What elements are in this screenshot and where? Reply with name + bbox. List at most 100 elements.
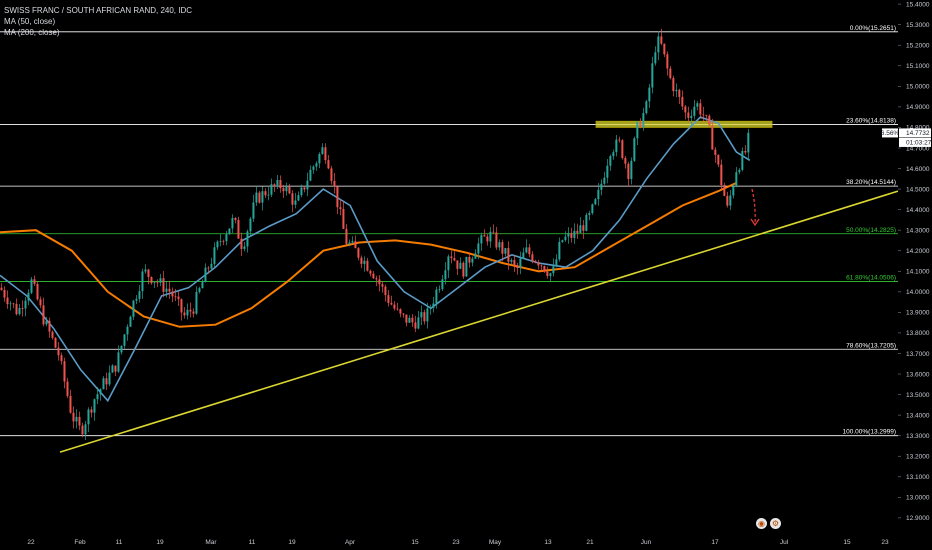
candle-body	[261, 191, 264, 203]
candle-body	[483, 235, 486, 237]
ma200-line	[0, 181, 737, 328]
candle	[141, 268, 144, 299]
candle-body	[288, 186, 291, 194]
candle-body	[228, 228, 231, 235]
candle-body	[195, 291, 198, 314]
ma50-line	[0, 116, 751, 403]
candle	[579, 217, 582, 233]
candle-body	[357, 248, 360, 258]
candle-body	[723, 184, 726, 196]
candle	[432, 296, 435, 313]
candle-body	[339, 207, 342, 210]
candle-body	[591, 204, 594, 214]
candle-body	[318, 154, 321, 164]
candle	[24, 296, 27, 317]
candle	[363, 256, 366, 272]
candle	[639, 118, 642, 129]
x-tick-label: Apr	[345, 539, 356, 546]
candle	[555, 254, 558, 268]
candle-body	[300, 187, 303, 196]
candle	[516, 262, 519, 275]
settings-badge-icon[interactable]: ⚙	[770, 518, 781, 529]
candle	[402, 313, 405, 318]
candle	[642, 107, 645, 131]
candle	[549, 272, 552, 281]
candle-body	[78, 416, 81, 426]
candle-body	[153, 282, 156, 284]
candle	[171, 287, 174, 303]
candle-body	[555, 259, 558, 267]
candle-body	[132, 300, 135, 317]
change-tag-bg	[882, 128, 898, 138]
candle-body	[45, 320, 48, 325]
candle	[132, 299, 135, 321]
candle	[291, 190, 294, 213]
candle	[48, 317, 51, 338]
candle	[327, 154, 330, 170]
forecast-arrowhead	[750, 218, 760, 227]
candle	[204, 263, 207, 283]
candle	[645, 99, 648, 115]
candle-body	[531, 254, 534, 262]
candle-body	[237, 219, 240, 239]
ma200-legend[interactable]: MA (200, close)	[4, 28, 60, 37]
candle-body	[414, 322, 417, 329]
candle	[90, 406, 93, 418]
candle	[435, 286, 438, 309]
ma50-legend[interactable]: MA (50, close)	[4, 17, 56, 26]
candle	[702, 106, 705, 122]
candle	[375, 275, 378, 287]
candle	[198, 286, 201, 294]
candle	[114, 365, 117, 377]
candle	[504, 248, 507, 257]
candle	[396, 302, 399, 311]
candle	[456, 260, 459, 275]
candle	[33, 275, 36, 286]
candle	[519, 251, 522, 275]
candle-body	[96, 394, 99, 400]
candle	[420, 305, 423, 325]
candle-body	[549, 273, 552, 276]
candle	[450, 250, 453, 264]
candle	[150, 276, 153, 285]
candle-body	[633, 138, 636, 161]
candle	[159, 273, 162, 287]
candle-body	[354, 241, 357, 249]
tradingview-logo-icon[interactable]: ◉	[756, 518, 767, 529]
candle	[468, 252, 471, 268]
candle-body	[507, 248, 510, 262]
candle	[369, 269, 372, 277]
candle	[405, 314, 408, 327]
candle	[447, 254, 450, 279]
candle-body	[381, 284, 384, 287]
candle	[45, 316, 48, 327]
candle	[336, 186, 339, 215]
candle-body	[393, 304, 396, 309]
candle	[483, 229, 486, 237]
candle-body	[306, 180, 309, 190]
candle-body	[270, 184, 273, 195]
candle	[312, 165, 315, 174]
candle	[588, 210, 591, 221]
candle-body	[144, 269, 147, 272]
y-tick-label: 15.3000	[906, 22, 930, 29]
candle-body	[135, 298, 138, 301]
candle-body	[216, 241, 219, 248]
candle-body	[69, 395, 72, 413]
candle	[444, 262, 447, 285]
candle	[438, 285, 441, 293]
forecast-dashed-line	[751, 188, 756, 225]
candle-body	[87, 409, 90, 425]
y-tick-label: 13.8000	[906, 330, 930, 337]
candle-body	[501, 242, 504, 254]
candle	[216, 240, 219, 251]
candle-body	[519, 258, 522, 269]
candle-body	[651, 63, 654, 88]
candle	[75, 409, 78, 429]
candle-body	[9, 303, 12, 305]
candle-body	[405, 314, 408, 323]
candle	[177, 291, 180, 306]
candle	[102, 376, 105, 390]
candle	[441, 275, 444, 291]
